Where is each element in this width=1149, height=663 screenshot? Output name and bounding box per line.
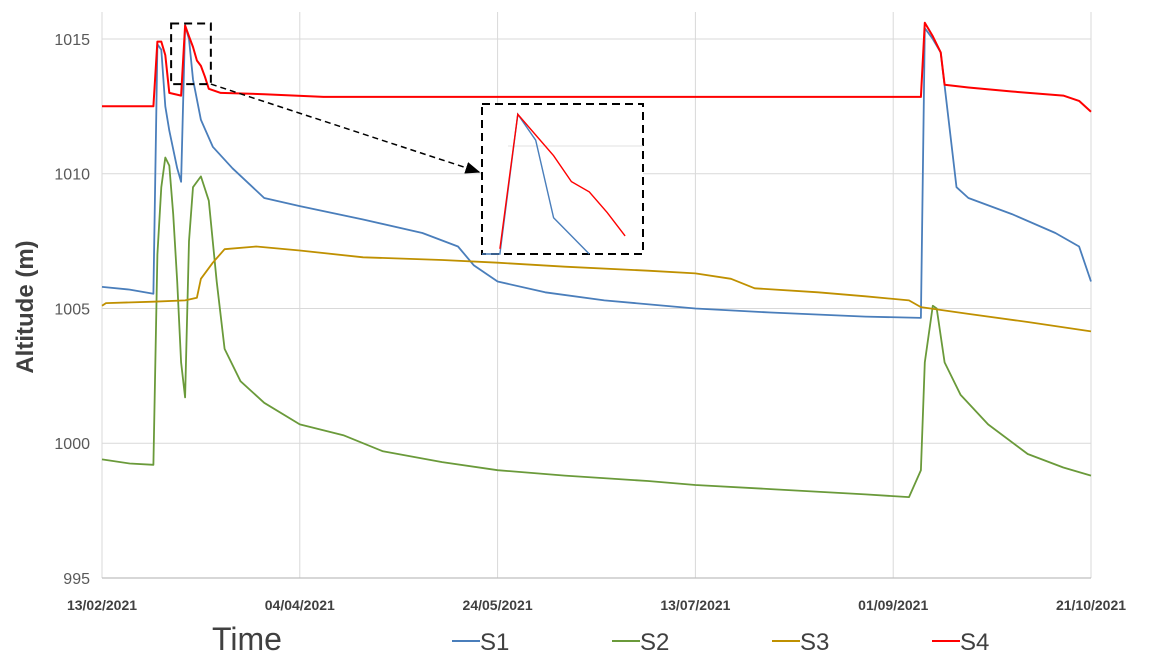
- series-line-s3: [101, 245, 1092, 333]
- series-line-s4: [102, 21, 1092, 113]
- zoom-arrow: [210, 83, 481, 174]
- series-line-s1: [101, 24, 1092, 319]
- y-tick-label: 1015: [54, 32, 90, 49]
- zoom-panel: [481, 103, 644, 255]
- y-axis-ticks: 995 1000 1005 1010 1015: [54, 32, 90, 588]
- legend-label-s1: S1: [480, 629, 509, 656]
- zoom-inset: [170, 22, 644, 255]
- series-lines: [101, 21, 1092, 499]
- legend-label-s4: S4: [960, 629, 989, 656]
- x-tick-label: 21/10/2021: [1056, 597, 1126, 613]
- x-tick-label: 24/05/2021: [463, 597, 533, 613]
- inset-line-s4: [499, 112, 626, 249]
- legend-label-s3: S3: [800, 629, 829, 656]
- y-axis-label: Altitude (m): [12, 240, 39, 373]
- x-tick-label: 01/09/2021: [858, 597, 928, 613]
- y-tick-label: 1000: [54, 436, 90, 453]
- zoom-source-box: [170, 22, 212, 86]
- x-tick-label: 04/04/2021: [265, 597, 335, 613]
- x-tick-label: 13/07/2021: [660, 597, 730, 613]
- series-line-s2: [101, 156, 1092, 499]
- y-tick-label: 1005: [54, 301, 90, 318]
- y-tick-label: 995: [63, 571, 90, 588]
- inset-line-s1: [482, 112, 590, 255]
- x-axis-ticks: 13/02/2021 04/04/2021 24/05/2021 13/07/2021…: [67, 597, 1126, 613]
- x-tick-label: 13/02/2021: [67, 597, 137, 613]
- legend-label-s2: S2: [640, 629, 669, 656]
- x-axis-label: Time: [212, 621, 282, 657]
- legend: S1 S2 S3 S4: [452, 629, 989, 656]
- y-tick-label: 1010: [54, 167, 90, 184]
